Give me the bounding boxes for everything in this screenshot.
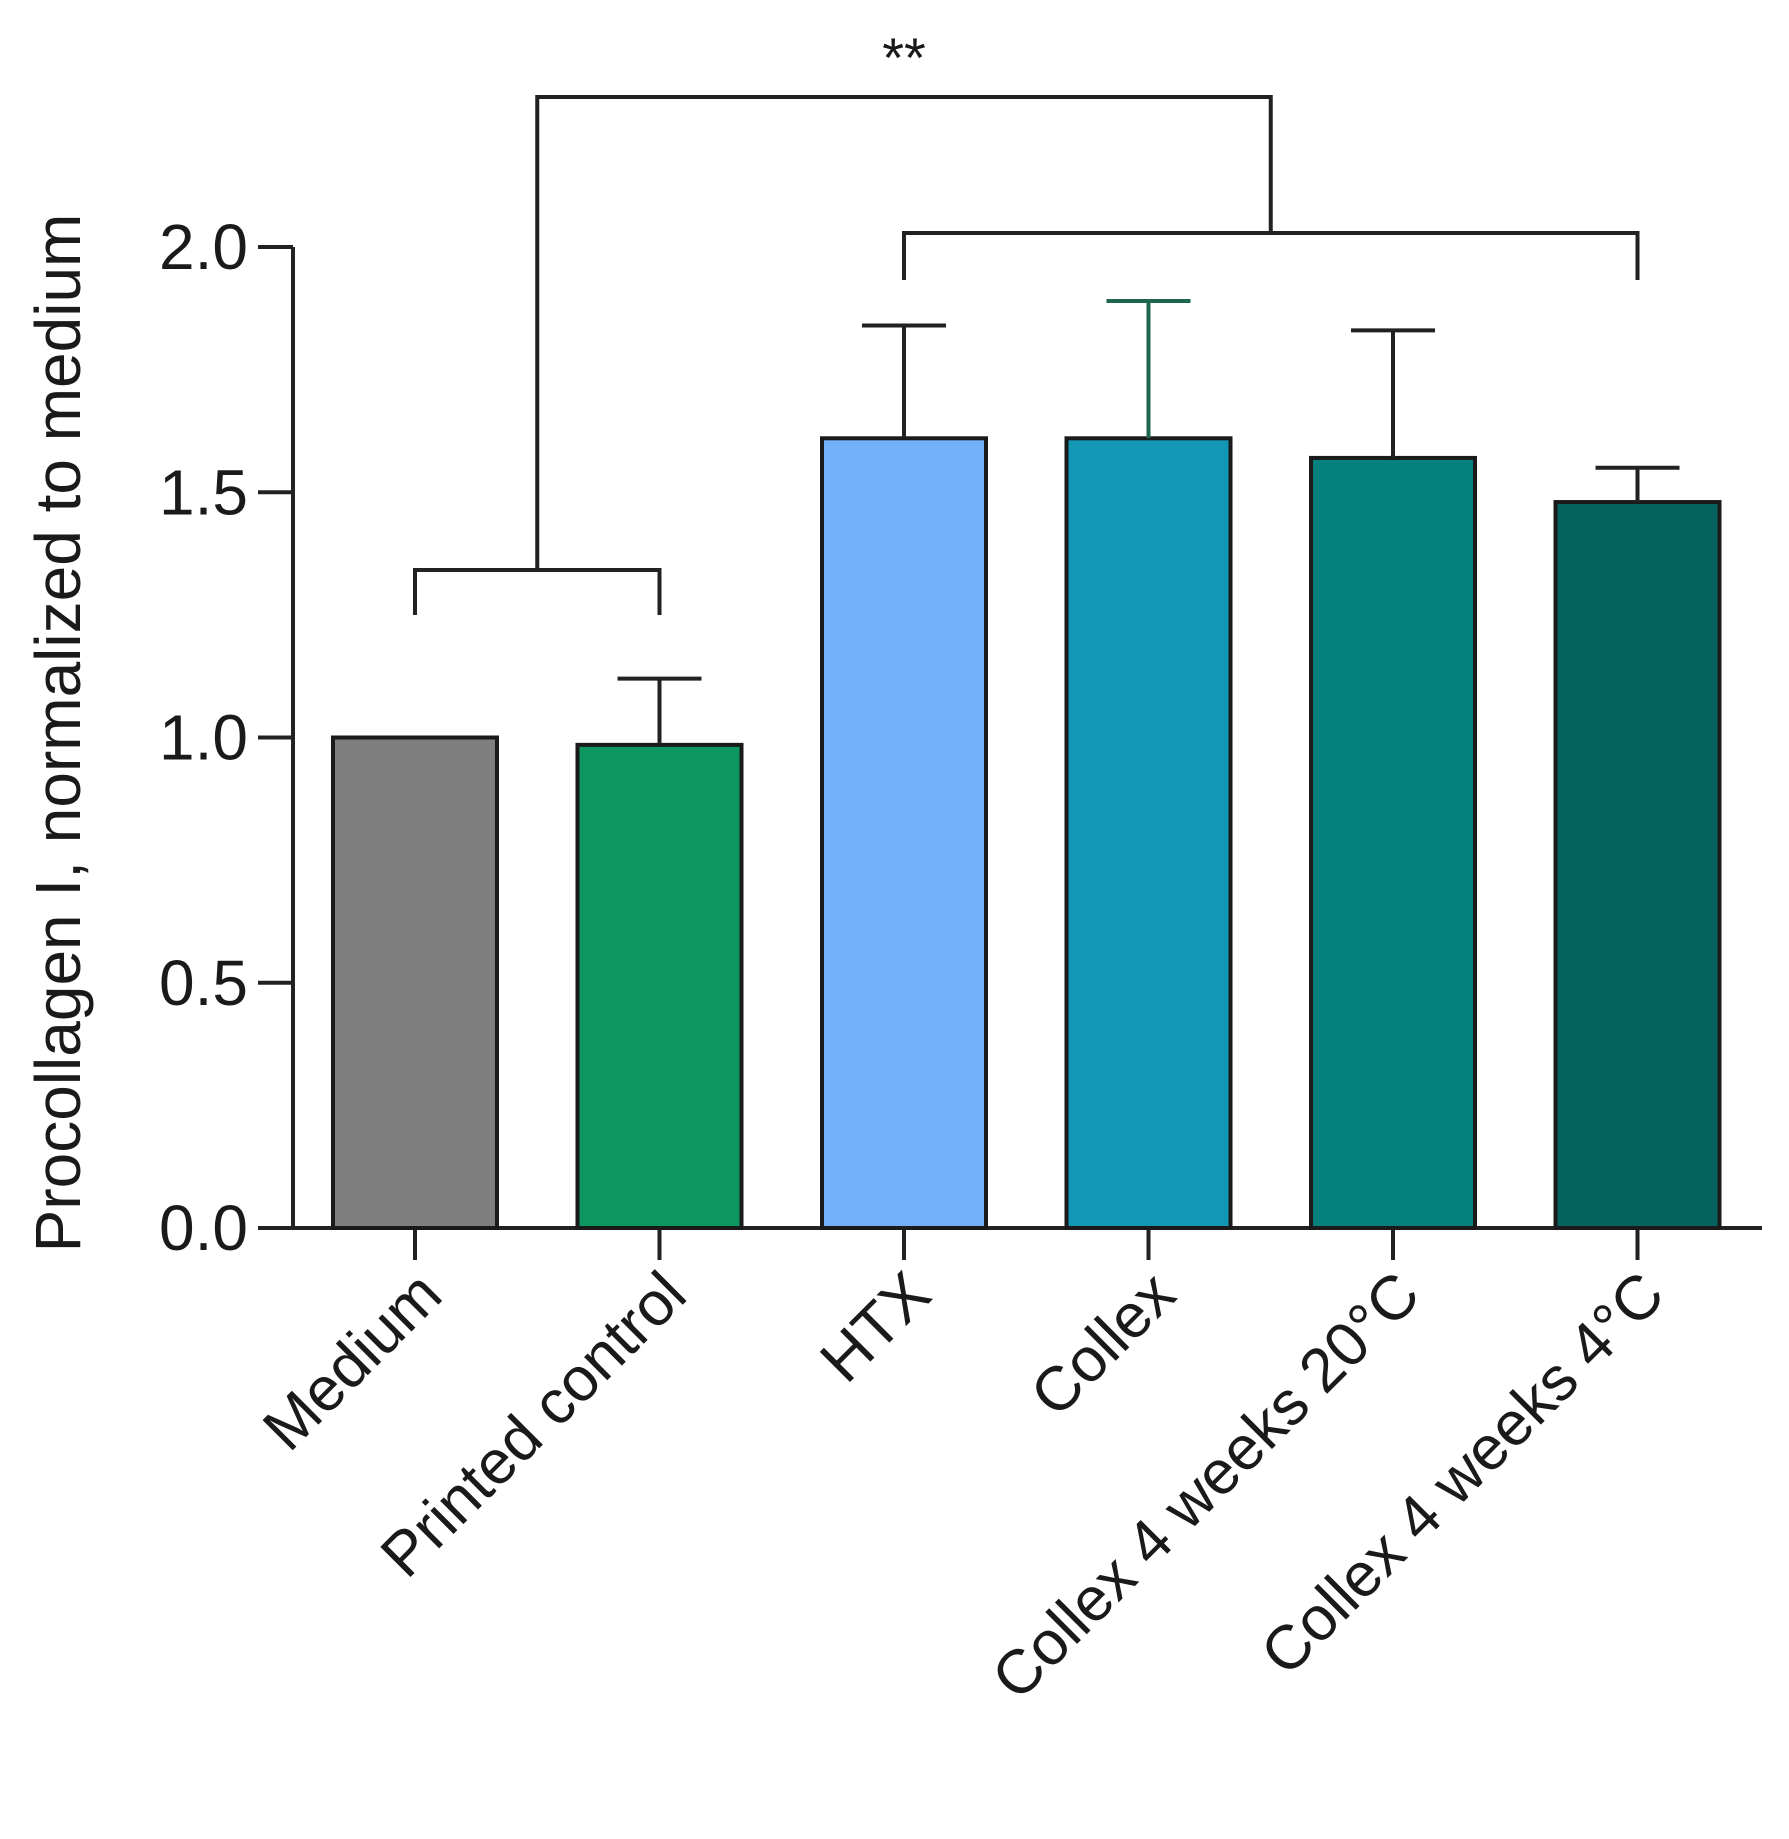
significance-bracket-right-group xyxy=(902,231,1640,280)
bar-medium xyxy=(331,735,499,1230)
bar-collex-4-weeks-4-c xyxy=(1553,500,1722,1230)
significance-bracket-left-group xyxy=(413,568,662,615)
y-tick-label: 2.0 xyxy=(159,211,248,283)
y-tick-label: 0.0 xyxy=(159,1192,248,1264)
x-category-label: Collex 4 weeks 4°C xyxy=(1248,1259,1677,1688)
bar-printed-control xyxy=(575,742,744,1230)
significance-label: ** xyxy=(882,26,926,89)
x-category-label: Collex 4 weeks 20°C xyxy=(979,1259,1433,1713)
y-tick-label: 1.0 xyxy=(159,702,248,774)
bar-collex-4-weeks-20-c xyxy=(1309,455,1477,1231)
y-tick-label: 1.5 xyxy=(159,456,248,528)
x-category-label: Collex xyxy=(1018,1259,1189,1430)
y-axis-title: Procollagen I, normalized to medium xyxy=(22,214,94,1253)
x-category-label: HTX xyxy=(807,1259,943,1395)
bar-htx xyxy=(820,436,988,1231)
y-tick-label: 0.5 xyxy=(159,947,248,1019)
bar-collex xyxy=(1064,436,1233,1231)
significance-bracket-main xyxy=(535,95,1273,570)
x-category-label: Medium xyxy=(250,1259,455,1464)
